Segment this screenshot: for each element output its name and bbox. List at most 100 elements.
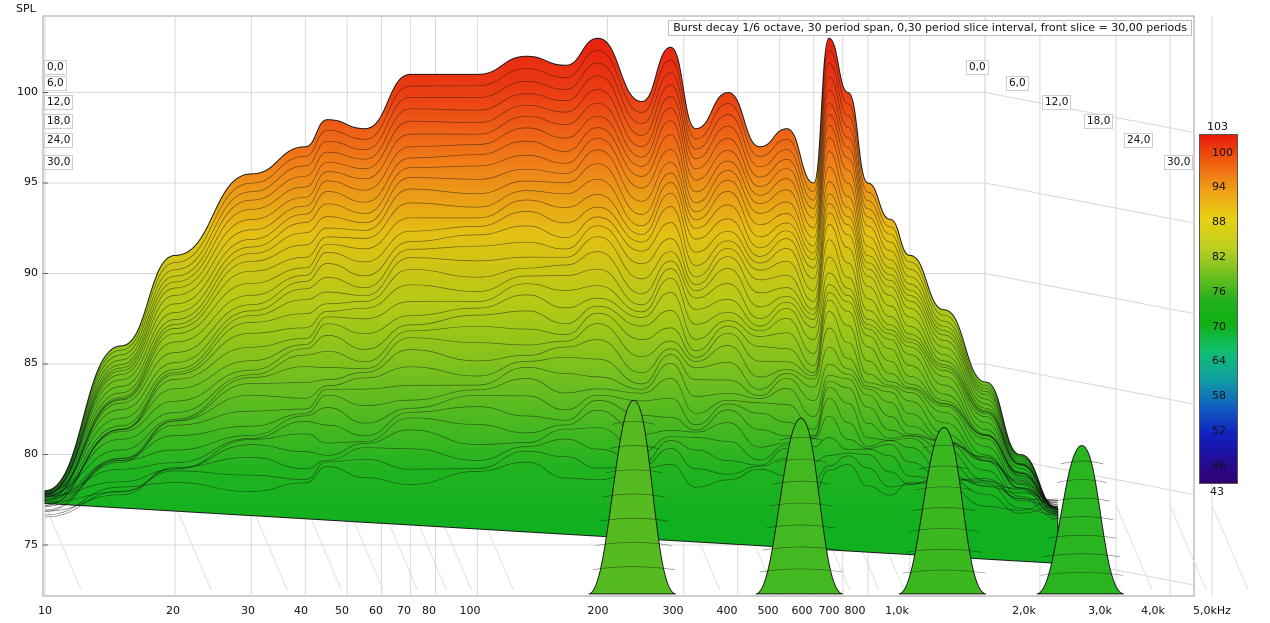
- slice-label-left: 24,0: [44, 133, 74, 148]
- peak-contour-line: [763, 546, 839, 551]
- decay-slice-line: [44, 203, 1058, 506]
- x-tick-label: 10: [38, 604, 52, 617]
- colorbar-tick: 94: [1212, 180, 1226, 193]
- front-resonance-peak: [1036, 444, 1124, 595]
- decay-slice-line: [44, 75, 1058, 511]
- x-tick-label: 20: [166, 604, 180, 617]
- decay-slice-line: [44, 354, 1058, 515]
- colorbar-tick: 58: [1212, 389, 1226, 402]
- peak-contour-line: [605, 469, 662, 474]
- slice-label-left: 6,0: [44, 76, 67, 91]
- slice-label-right: 0,0: [966, 60, 989, 75]
- decay-slice-line: [44, 251, 1058, 515]
- y-tick-label: 95: [24, 175, 38, 188]
- peak-contour-line: [1043, 553, 1120, 558]
- peak-contour-line: [769, 502, 833, 507]
- slice-label-right: 6,0: [1006, 76, 1029, 91]
- peak-contour-line: [906, 548, 982, 553]
- colorbar-tick: 52: [1212, 424, 1226, 437]
- x-tick-label: 60: [369, 604, 383, 617]
- colorbar-tick: 88: [1212, 215, 1226, 228]
- y-gridline-side: [984, 92, 1195, 133]
- x-tick-label: 500: [757, 604, 779, 617]
- peak-contour-line: [902, 569, 986, 574]
- colorbar-tick: 76: [1212, 285, 1226, 298]
- colorbar-tick: 46: [1212, 459, 1226, 472]
- x-tick-label: 2,0k: [1012, 604, 1036, 617]
- x-tick-label: 100: [459, 604, 481, 617]
- x-tick-label: 700: [818, 604, 840, 617]
- decay-slice-line: [44, 137, 1058, 509]
- y-gridline-side: [984, 363, 1195, 405]
- y-tick-label: 90: [24, 266, 38, 279]
- floor-gridline: [174, 504, 212, 591]
- colorbar-tick: 70: [1212, 320, 1226, 333]
- colorbar-tick: 82: [1212, 250, 1226, 263]
- y-gridline-side: [984, 182, 1195, 224]
- decay-slice-line: [44, 125, 1058, 507]
- colorbar-max-label: 103: [1207, 120, 1228, 133]
- x-tick-label: 5,0kHz: [1193, 604, 1231, 617]
- peak-contour-line: [919, 465, 969, 470]
- decay-slice-line: [44, 323, 1058, 514]
- x-tick-label: 300: [662, 604, 684, 617]
- x-tick-label: 400: [716, 604, 738, 617]
- peak-contour-line: [592, 566, 675, 571]
- decay-slice-line: [44, 461, 1058, 516]
- x-tick-label: 40: [294, 604, 308, 617]
- y-tick-label: 85: [24, 356, 38, 369]
- slice-label-right: 18,0: [1084, 114, 1114, 129]
- x-tick-label: 4,0k: [1141, 604, 1165, 617]
- decay-slice-line: [44, 292, 1058, 506]
- decay-slice-line: [44, 438, 1058, 516]
- peak-contour-line: [595, 542, 672, 546]
- decay-slice-line: [44, 212, 1058, 505]
- peak-contour-line: [1050, 516, 1114, 521]
- front-resonance-peak: [588, 399, 676, 595]
- decay-slice-line: [44, 378, 1058, 511]
- peak-contour-line: [1057, 479, 1107, 483]
- decay-slice-line: [44, 410, 1058, 515]
- peak-contour-line: [599, 517, 669, 522]
- x-tick-label: 30: [241, 604, 255, 617]
- decay-slice-line: [44, 386, 1058, 504]
- floor-gridline: [250, 504, 288, 591]
- decay-slice-line: [44, 299, 1058, 503]
- decay-slice-line: [44, 89, 1058, 510]
- decay-slice-line: [44, 114, 1058, 508]
- peak-contour-line: [779, 436, 823, 441]
- colorbar-tick: 100: [1212, 146, 1233, 159]
- decay-slice-line: [44, 311, 1058, 508]
- chart-title: Burst decay 1/6 octave, 30 period span, …: [668, 20, 1192, 36]
- slice-label-left: 0,0: [44, 60, 67, 75]
- x-tick-label: 600: [791, 604, 813, 617]
- colorbar-min-label: 43: [1210, 485, 1224, 498]
- peak-contour-line: [772, 480, 829, 485]
- peak-contour-line: [1040, 571, 1123, 576]
- floor-gridline: [44, 504, 82, 591]
- peak-contour-line: [1053, 497, 1110, 502]
- decay-slice-line: [44, 268, 1058, 513]
- slice-label-left: 30,0: [44, 155, 74, 170]
- decay-slice-line: [44, 363, 1058, 512]
- decay-slice-line: [44, 448, 1058, 518]
- decay-slice-line: [44, 339, 1058, 517]
- slice-label-right: 30,0: [1164, 155, 1194, 170]
- x-tick-label: 80: [422, 604, 436, 617]
- decay-slice-line: [44, 427, 1058, 519]
- peak-contour-line: [1047, 534, 1117, 539]
- peak-contour-line: [916, 486, 972, 491]
- colorbar-tick: 64: [1212, 354, 1226, 367]
- peak-contour-line: [776, 458, 826, 463]
- decay-slice-line: [44, 149, 1058, 511]
- front-resonance-peak: [755, 417, 844, 595]
- slice-label-left: 12,0: [44, 95, 74, 110]
- peak-contour-line: [602, 493, 666, 498]
- decay-slice-line: [44, 102, 1058, 509]
- front-resonance-peak: [898, 426, 987, 595]
- peak-contour-line: [766, 524, 836, 529]
- slice-label-right: 12,0: [1042, 95, 1072, 110]
- y-tick-label: 80: [24, 447, 38, 460]
- peak-contour-line: [912, 507, 976, 511]
